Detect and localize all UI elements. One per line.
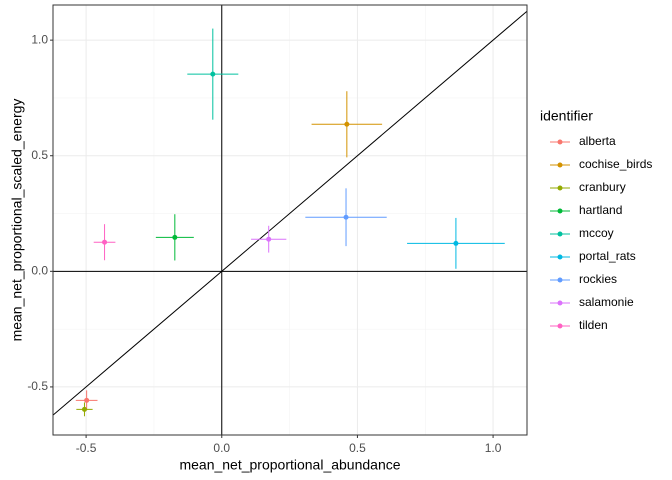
x-axis-label: mean_net_proportional_abundance <box>179 457 400 473</box>
point <box>102 239 108 245</box>
legend-key-point <box>557 231 563 237</box>
point <box>81 406 87 412</box>
point <box>84 397 90 403</box>
legend-label: hartland <box>579 203 622 217</box>
legend-label: portal_rats <box>579 249 636 263</box>
point <box>172 234 178 240</box>
x-tick-label: 1.0 <box>485 441 502 455</box>
legend-key-point <box>557 162 563 168</box>
legend-key-point <box>557 277 563 283</box>
point <box>266 236 272 242</box>
legend-label: cochise_birds <box>579 157 652 171</box>
legend-label: alberta <box>579 134 616 148</box>
y-tick-label: 0.0 <box>31 263 48 277</box>
point <box>210 71 216 77</box>
legend-label: salamonie <box>579 295 634 309</box>
legend-key-point <box>557 300 563 306</box>
y-axis-label: mean_net_proportional_scaled_energy <box>9 99 25 342</box>
legend-label: cranbury <box>579 180 626 194</box>
x-tick-label: 0.0 <box>213 441 230 455</box>
point <box>343 214 349 220</box>
y-tick-label: -0.5 <box>27 379 48 393</box>
point <box>344 121 350 127</box>
legend-key-point <box>557 208 563 214</box>
point <box>453 240 459 246</box>
y-tick-label: 1.0 <box>31 32 48 46</box>
legend-key-point <box>557 323 563 329</box>
legend-key-point <box>557 185 563 191</box>
x-tick-label: -0.5 <box>76 441 97 455</box>
legend-title: identifier <box>540 108 593 124</box>
legend-label: rockies <box>579 272 617 286</box>
legend-key-point <box>557 254 563 260</box>
abline <box>53 10 527 416</box>
x-tick-label: 0.5 <box>349 441 366 455</box>
legend-label: tilden <box>579 318 608 332</box>
y-tick-label: 0.5 <box>31 148 48 162</box>
panel-border <box>52 4 528 436</box>
legend-key-point <box>557 139 563 145</box>
legend-label: mccoy <box>579 226 614 240</box>
